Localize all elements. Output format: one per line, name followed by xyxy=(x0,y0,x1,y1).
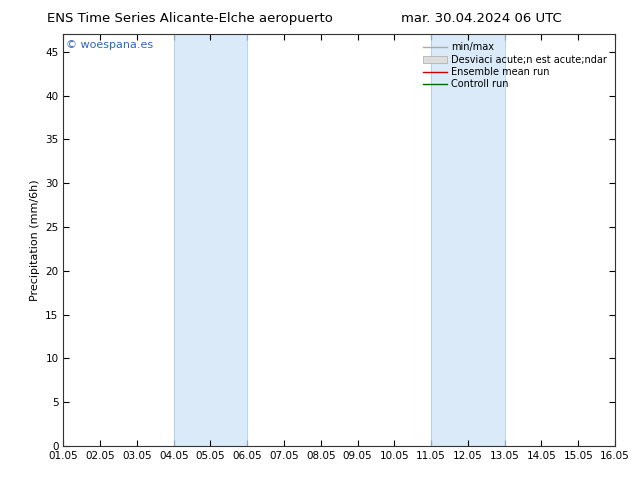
Bar xyxy=(174,34,247,446)
Bar xyxy=(431,34,505,446)
Legend: min/max, Desviaci acute;n est acute;ndar, Ensemble mean run, Controll run: min/max, Desviaci acute;n est acute;ndar… xyxy=(420,39,610,92)
Y-axis label: Precipitation (mm/6h): Precipitation (mm/6h) xyxy=(30,179,40,301)
Text: mar. 30.04.2024 06 UTC: mar. 30.04.2024 06 UTC xyxy=(401,12,562,25)
Text: ENS Time Series Alicante-Elche aeropuerto: ENS Time Series Alicante-Elche aeropuert… xyxy=(48,12,333,25)
Text: © woespana.es: © woespana.es xyxy=(66,41,153,50)
